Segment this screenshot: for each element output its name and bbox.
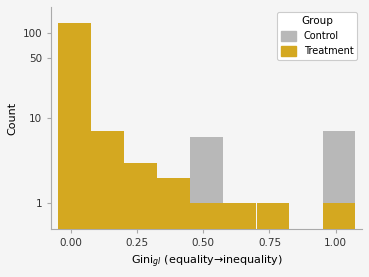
Bar	[58, 23, 90, 277]
Bar	[224, 203, 256, 277]
Bar	[124, 163, 157, 277]
Bar	[323, 131, 355, 277]
Bar	[58, 126, 90, 277]
Bar	[190, 137, 223, 277]
Bar	[157, 178, 190, 277]
Bar	[190, 203, 223, 277]
Bar	[256, 203, 289, 277]
Bar	[91, 152, 124, 277]
Bar	[224, 203, 256, 277]
X-axis label: Gini$_{gl}$ (equality→inequality): Gini$_{gl}$ (equality→inequality)	[131, 254, 283, 270]
Bar	[323, 203, 355, 277]
Bar	[124, 163, 157, 277]
Y-axis label: Count: Count	[7, 101, 17, 135]
Bar	[157, 178, 190, 277]
Bar	[91, 131, 124, 277]
Legend: Control, Treatment: Control, Treatment	[277, 12, 357, 60]
Bar	[256, 203, 289, 277]
